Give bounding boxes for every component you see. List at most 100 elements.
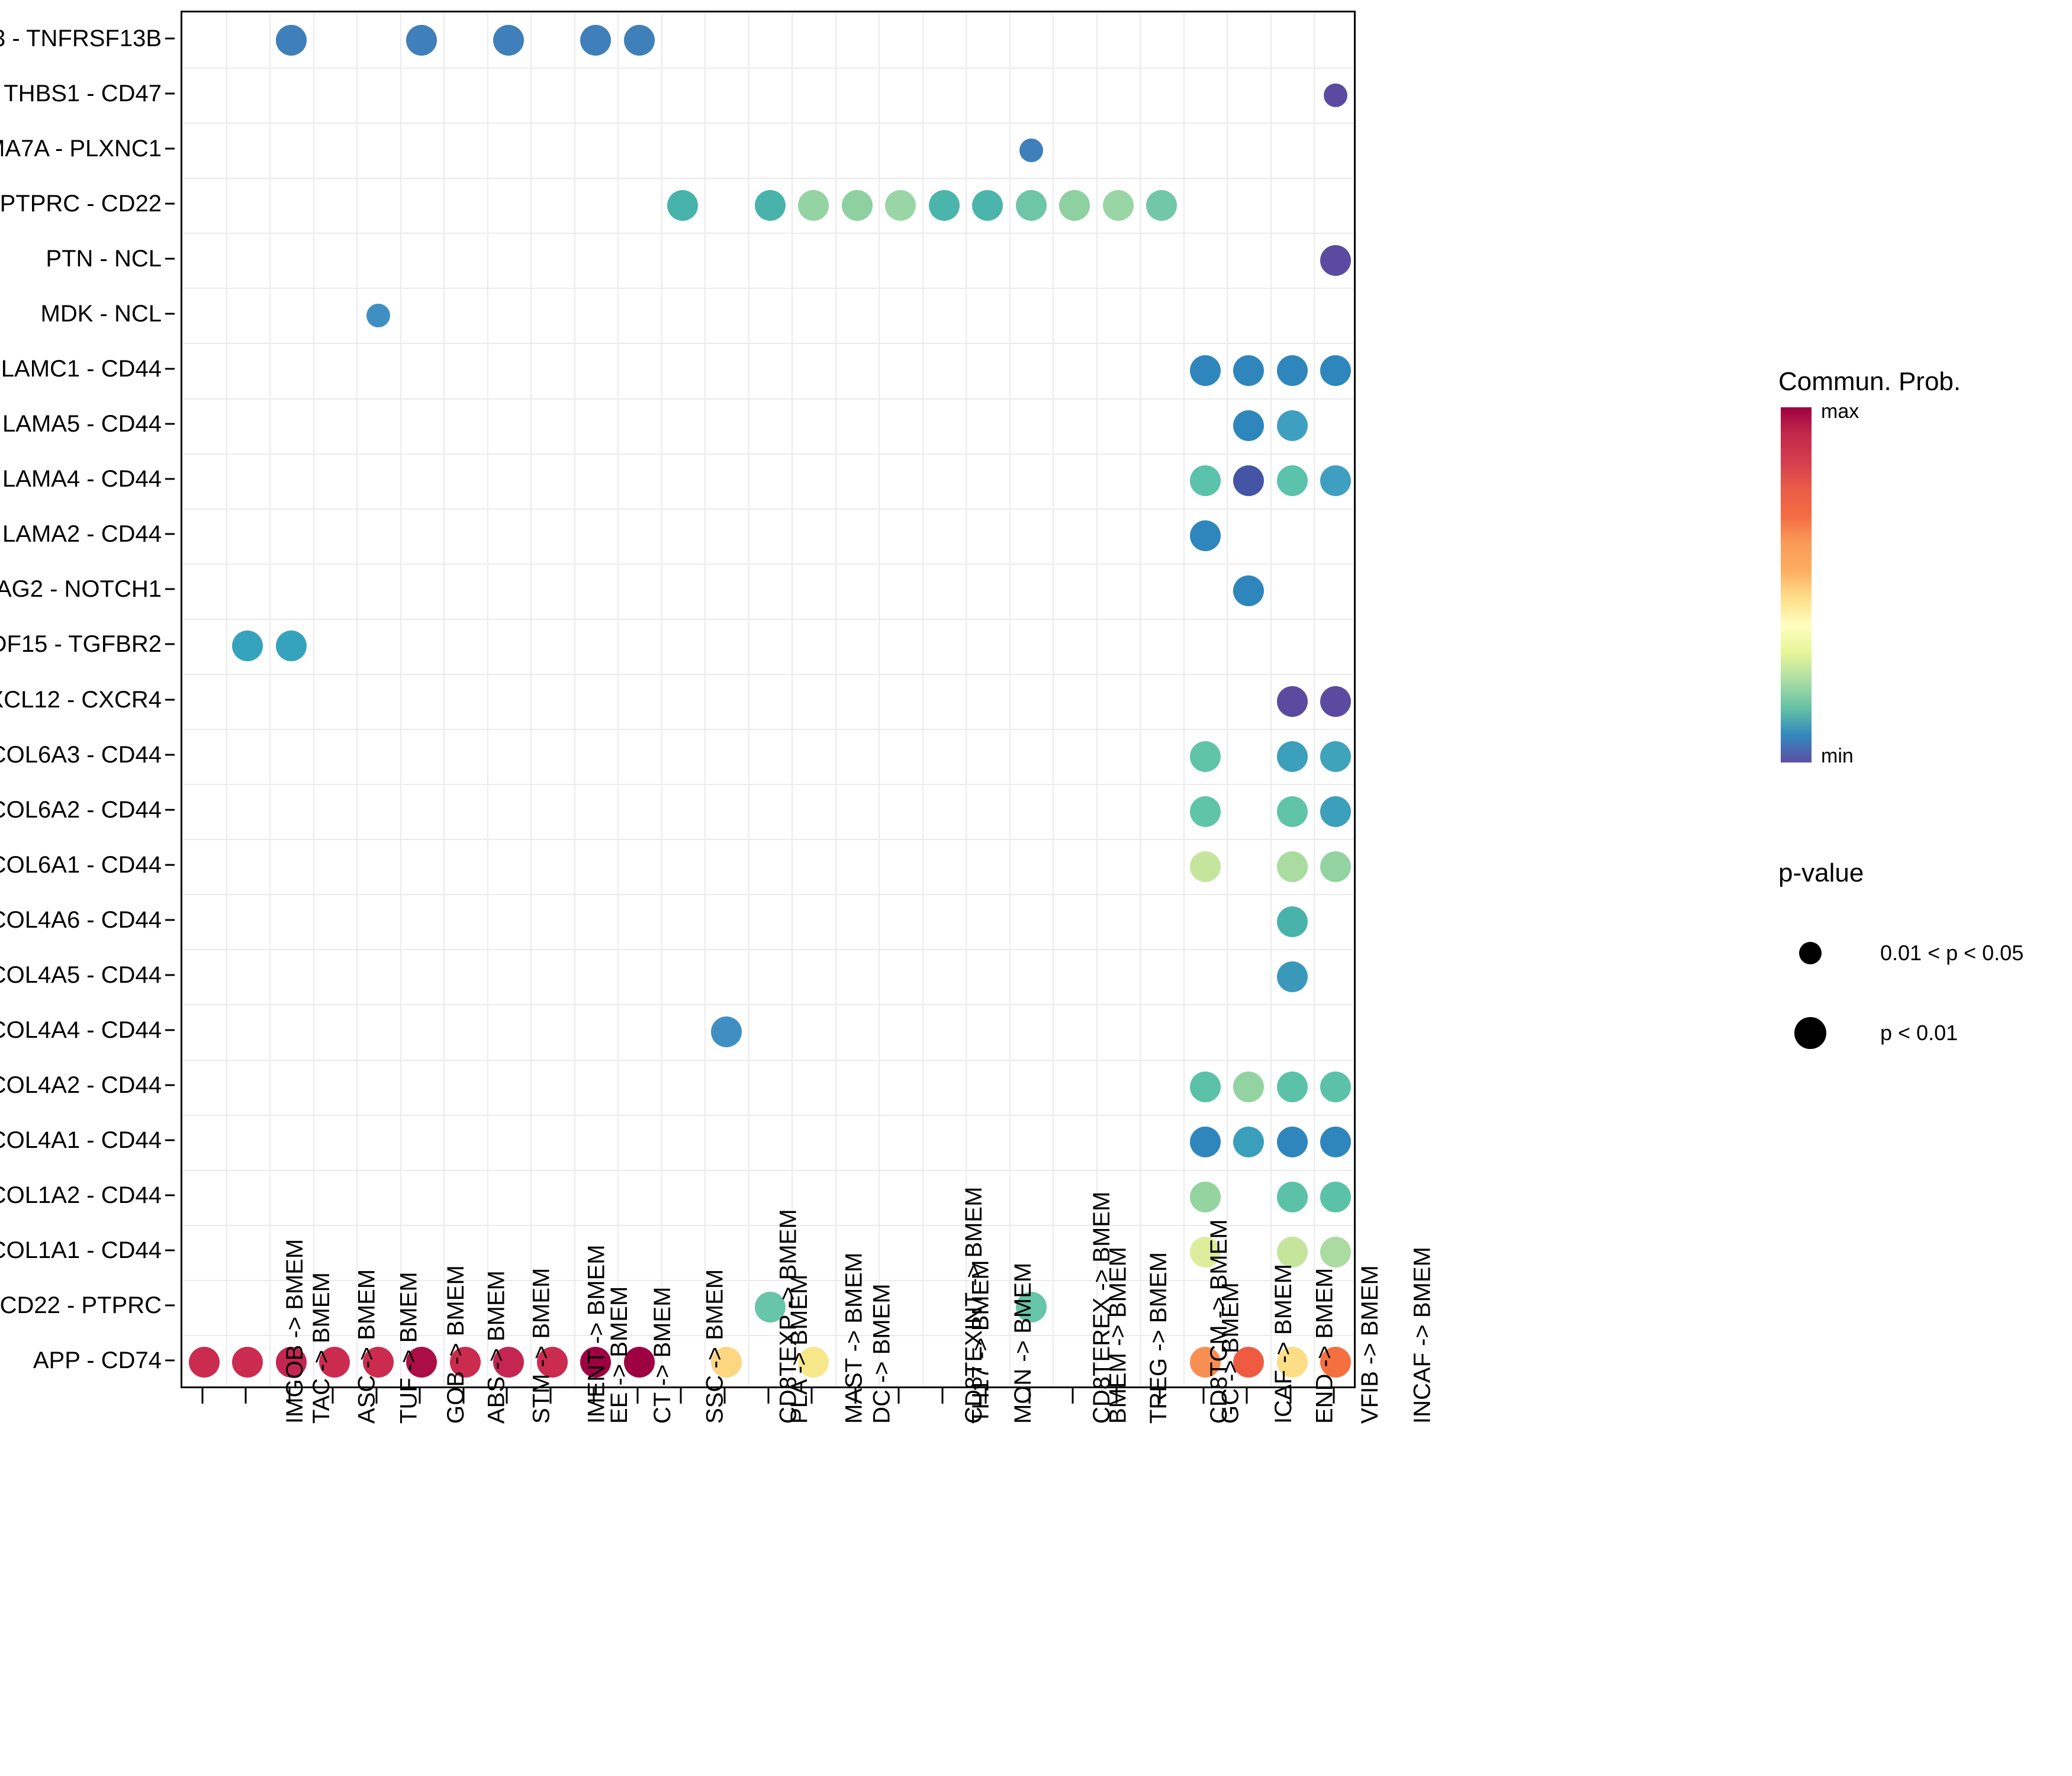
- data-point-bubble[interactable]: [275, 630, 307, 662]
- data-point-bubble[interactable]: [1276, 851, 1308, 882]
- data-point-bubble[interactable]: [972, 189, 1003, 221]
- data-point-bubble[interactable]: [1320, 1072, 1352, 1103]
- data-point-bubble[interactable]: [667, 189, 699, 221]
- x-axis: IMGOB -> BMEM TAC -> BMEM ASC -> BMEM TUF -…: [181, 1187, 1436, 1755]
- data-point-bubble[interactable]: [1189, 1237, 1221, 1268]
- x-axis-tick: [201, 1388, 204, 1404]
- x-axis-tick: [1115, 1388, 1118, 1404]
- data-point-bubble[interactable]: [623, 24, 655, 56]
- data-point-bubble[interactable]: [1189, 1182, 1221, 1213]
- data-point-bubble[interactable]: [798, 189, 829, 221]
- data-point-bubble[interactable]: [1276, 796, 1308, 827]
- data-point-bubble[interactable]: [1189, 1072, 1221, 1103]
- x-axis-tick: [636, 1388, 639, 1404]
- data-point-bubble[interactable]: [1015, 1292, 1047, 1323]
- data-point-bubble[interactable]: [1320, 796, 1352, 827]
- data-point-bubble[interactable]: [1102, 189, 1134, 221]
- data-point-bubble[interactable]: [1276, 465, 1308, 497]
- data-point-bubble[interactable]: [1320, 244, 1352, 276]
- y-axis-tick: [165, 478, 175, 480]
- data-point-bubble[interactable]: [1233, 465, 1265, 497]
- data-point-bubble[interactable]: [493, 24, 525, 56]
- grid-line-vertical: [661, 12, 662, 1386]
- y-axis-label: GDF15 - TGFBR2: [0, 631, 162, 658]
- data-point-bubble[interactable]: [1189, 796, 1221, 827]
- x-axis-label: INCAF -> BMEM: [1409, 1247, 1436, 1424]
- data-point-bubble[interactable]: [275, 1347, 307, 1378]
- data-point-bubble[interactable]: [1189, 355, 1221, 387]
- colorbar-min-label: min: [1821, 745, 1854, 767]
- data-point-bubble[interactable]: [1320, 1127, 1352, 1158]
- x-axis-tick: [1333, 1388, 1335, 1404]
- data-point-bubble[interactable]: [928, 189, 960, 221]
- data-point-bubble[interactable]: [1276, 686, 1308, 717]
- data-point-bubble[interactable]: [623, 1347, 655, 1378]
- data-point-bubble[interactable]: [885, 189, 916, 221]
- data-point-bubble[interactable]: [1019, 138, 1043, 162]
- data-point-bubble[interactable]: [1320, 686, 1352, 717]
- data-point-bubble[interactable]: [1189, 520, 1221, 552]
- data-point-bubble[interactable]: [1015, 189, 1047, 221]
- data-point-bubble[interactable]: [1276, 1347, 1308, 1378]
- data-point-bubble[interactable]: [1189, 851, 1221, 882]
- data-point-bubble[interactable]: [362, 1347, 394, 1378]
- data-point-bubble[interactable]: [1233, 1072, 1265, 1103]
- data-point-bubble[interactable]: [1324, 83, 1348, 107]
- data-point-bubble[interactable]: [406, 24, 437, 56]
- data-point-bubble[interactable]: [1146, 189, 1177, 221]
- data-point-bubble[interactable]: [232, 630, 263, 662]
- data-point-bubble[interactable]: [1320, 355, 1352, 387]
- data-point-bubble[interactable]: [710, 1016, 742, 1047]
- data-point-bubble[interactable]: [754, 1292, 786, 1323]
- data-point-bubble[interactable]: [1276, 961, 1308, 992]
- grid-line-horizontal: [182, 784, 1354, 786]
- data-point-bubble[interactable]: [754, 189, 786, 221]
- data-point-bubble[interactable]: [493, 1347, 525, 1378]
- data-point-bubble[interactable]: [841, 189, 873, 221]
- y-axis-tick: [165, 864, 175, 866]
- y-axis-tick: [165, 1359, 175, 1362]
- y-axis-label: COL1A2 - CD44: [0, 1182, 162, 1209]
- y-axis-tick: [165, 1249, 175, 1251]
- data-point-bubble[interactable]: [710, 1347, 742, 1378]
- data-point-bubble[interactable]: [798, 1347, 829, 1378]
- data-point-bubble[interactable]: [1189, 465, 1221, 497]
- data-point-bubble[interactable]: [1320, 1347, 1352, 1378]
- data-point-bubble[interactable]: [1059, 189, 1090, 221]
- data-point-bubble[interactable]: [406, 1347, 437, 1378]
- data-point-bubble[interactable]: [1233, 410, 1265, 442]
- data-point-bubble[interactable]: [1233, 575, 1265, 607]
- data-point-bubble[interactable]: [536, 1347, 568, 1378]
- data-point-bubble[interactable]: [580, 24, 612, 56]
- data-point-bubble[interactable]: [275, 24, 307, 56]
- data-point-bubble[interactable]: [1320, 741, 1352, 772]
- grid-line-horizontal: [182, 1004, 1354, 1006]
- data-point-bubble[interactable]: [580, 1347, 612, 1378]
- data-point-bubble[interactable]: [1276, 741, 1308, 772]
- data-point-bubble[interactable]: [1276, 1072, 1308, 1103]
- data-point-bubble[interactable]: [1320, 465, 1352, 497]
- data-point-bubble[interactable]: [1276, 1182, 1308, 1213]
- data-point-bubble[interactable]: [319, 1347, 350, 1378]
- data-point-bubble[interactable]: [1276, 906, 1308, 937]
- grid-line-vertical: [1140, 12, 1141, 1386]
- data-point-bubble[interactable]: [1320, 851, 1352, 882]
- grid-line-vertical: [574, 12, 575, 1386]
- data-point-bubble[interactable]: [188, 1347, 220, 1378]
- data-point-bubble[interactable]: [1233, 1127, 1265, 1158]
- data-point-bubble[interactable]: [1276, 410, 1308, 442]
- data-point-bubble[interactable]: [449, 1347, 481, 1378]
- data-point-bubble[interactable]: [1189, 1347, 1221, 1378]
- y-axis-tick: [165, 92, 175, 95]
- data-point-bubble[interactable]: [1233, 1347, 1265, 1378]
- data-point-bubble[interactable]: [1276, 1127, 1308, 1158]
- data-point-bubble[interactable]: [366, 303, 390, 327]
- data-point-bubble[interactable]: [1189, 1127, 1221, 1158]
- data-point-bubble[interactable]: [1276, 1237, 1308, 1268]
- data-point-bubble[interactable]: [1276, 355, 1308, 387]
- data-point-bubble[interactable]: [1320, 1182, 1352, 1213]
- data-point-bubble[interactable]: [1233, 355, 1265, 387]
- data-point-bubble[interactable]: [1320, 1237, 1352, 1268]
- data-point-bubble[interactable]: [232, 1347, 263, 1378]
- data-point-bubble[interactable]: [1189, 741, 1221, 772]
